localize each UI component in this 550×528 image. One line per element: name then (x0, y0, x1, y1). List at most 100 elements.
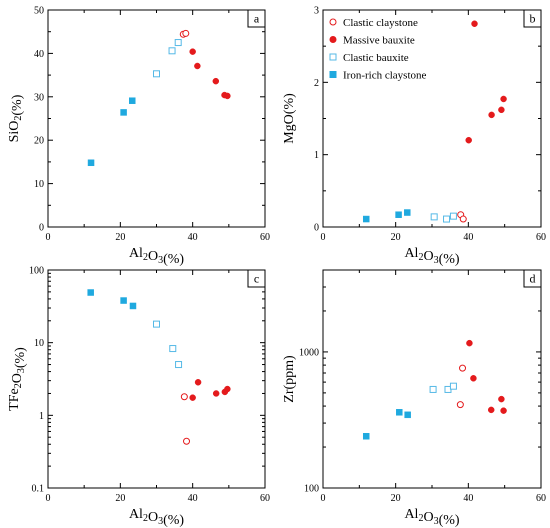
legend-marker (329, 71, 337, 78)
series-clastic-claystone (179, 29, 190, 38)
data-point (488, 111, 495, 119)
series-massive-bauxite (189, 48, 231, 100)
data-point (459, 364, 467, 372)
x-tick-label: 60 (260, 493, 270, 504)
data-point (459, 215, 467, 223)
x-tick-label: 40 (188, 493, 198, 504)
panel-d: 0 20 40 60 100 1000 d Al2O3(%) Zr(ppm) (282, 269, 546, 528)
x-axis-label: Al2O3(%) (404, 507, 459, 528)
y-tick-label: 1 (314, 150, 319, 161)
data-point (129, 302, 137, 310)
data-point (429, 385, 437, 393)
x-tick-label: 40 (463, 493, 473, 504)
data-point (120, 297, 127, 304)
x-tick-label: 60 (260, 232, 270, 243)
data-point (194, 62, 201, 70)
series-massive-bauxite (466, 339, 507, 414)
series-clastic-bauxite (153, 39, 182, 78)
legend-label: Clastic claystone (343, 17, 418, 29)
legend-marker (329, 18, 337, 26)
plot-frame (47, 269, 266, 489)
data-point (169, 345, 177, 353)
data-point (362, 215, 370, 223)
data-point (430, 213, 438, 221)
series-clastic-bauxite (430, 212, 457, 223)
panel-tag: a (254, 12, 260, 26)
y-tick-label: 3 (314, 6, 319, 17)
panel-tag-box (247, 9, 266, 28)
data-point (471, 20, 478, 27)
series-massive-bauxite (189, 379, 231, 401)
data-point (362, 433, 370, 440)
plot-frame (322, 269, 542, 489)
series-massive-bauxite (465, 20, 507, 144)
y-tick-label: 0.1 (32, 484, 45, 495)
x-tick-label: 60 (536, 232, 546, 243)
x-axis-label: Al2O3(%) (404, 246, 459, 267)
x-axis-label: Al2O3(%) (129, 507, 184, 528)
panel-tag: d (530, 272, 536, 286)
y-tick-label: 1000 (299, 347, 319, 358)
series-iron-rich-claystone (362, 409, 411, 440)
data-point (395, 211, 402, 218)
x-tick-label: 0 (321, 232, 326, 243)
y-tick-label: 2 (314, 78, 319, 89)
x-tick-label: 20 (391, 493, 401, 504)
data-point (500, 407, 507, 414)
data-point (189, 48, 196, 55)
data-point (224, 385, 231, 393)
x-tick-label: 0 (321, 493, 326, 504)
data-point (175, 361, 183, 369)
data-point (487, 406, 495, 414)
data-point (168, 47, 176, 55)
data-point (183, 437, 191, 445)
x-axis-label: Al2O3(%) (129, 246, 184, 267)
data-point (443, 215, 451, 223)
panel-c: 0 20 40 60 0.1 1 10 100 c Al2O3(%) TFe2O3(%) (7, 266, 270, 528)
data-point (180, 393, 188, 401)
y-tick-label: 100 (29, 266, 44, 277)
x-tick-label: 40 (188, 232, 198, 243)
data-point (120, 109, 127, 116)
data-point (129, 97, 136, 104)
x-tick-label: 60 (536, 493, 546, 504)
panel-a: 0 20 40 60 0 10 20 30 40 50 a Al2O3(%) SiO2(%) (7, 6, 270, 268)
data-point (87, 159, 95, 167)
legend-label: Clastic bauxite (343, 52, 409, 64)
y-tick-label: 100 (304, 484, 319, 495)
data-point (194, 379, 202, 386)
x-tick-label: 0 (46, 493, 51, 504)
x-tick-label: 20 (391, 232, 401, 243)
data-point (466, 339, 473, 347)
legend-label: Massive bauxite (343, 35, 415, 47)
panel-tag-box (247, 269, 266, 288)
legend-label: Iron-rich claystone (343, 70, 426, 82)
y-tick-label: 10 (34, 338, 44, 349)
data-point (449, 212, 457, 220)
data-point (153, 70, 160, 78)
y-axis-label: Zr(ppm) (282, 355, 297, 403)
data-point (404, 209, 411, 216)
x-tick-label: 20 (115, 232, 125, 243)
panel-tag-box (523, 269, 542, 288)
data-point (404, 411, 411, 419)
panel-tag-box (523, 9, 542, 28)
legend-marker (329, 53, 337, 61)
series-iron-rich-claystone (87, 97, 136, 167)
data-point (498, 106, 505, 114)
data-point (465, 136, 472, 144)
x-tick-label: 20 (115, 493, 125, 504)
legend-marker (329, 36, 337, 43)
data-point (153, 320, 160, 328)
data-point (212, 77, 220, 85)
panel-b: 0 20 40 60 0 1 2 3 b Al2O3(%) MgO(%) Clastic clayst… (282, 6, 546, 268)
data-point (174, 39, 182, 47)
data-point (449, 382, 457, 390)
y-tick-label: 0 (314, 223, 319, 234)
series-clastic-claystone (457, 211, 467, 223)
x-tick-label: 0 (46, 232, 51, 243)
y-tick-label: 10 (34, 179, 44, 190)
y-tick-label: 0 (39, 223, 44, 234)
panel-tag: b (530, 12, 536, 26)
